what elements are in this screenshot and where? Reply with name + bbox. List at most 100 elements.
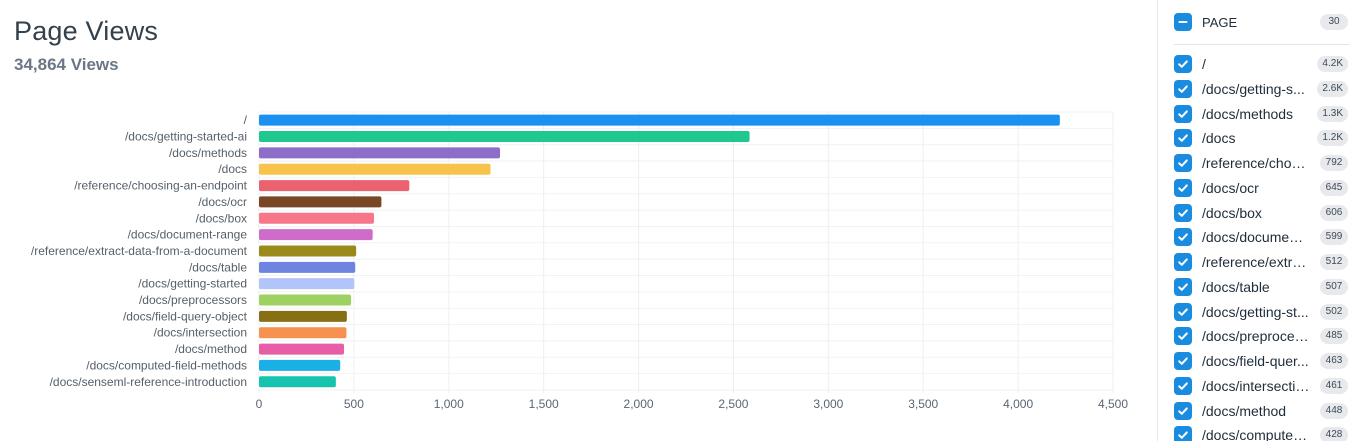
checkmark-icon <box>1178 431 1188 440</box>
page-checkbox[interactable] <box>1174 55 1192 73</box>
count-badge: 428 <box>1320 427 1348 441</box>
bar-chart: 0 500 1,000 1,500 2,000 2,500 3,000 3,500 4,000 4… <box>31 111 1128 411</box>
y-tick-label: /docs/method <box>175 342 247 356</box>
page-filter-item[interactable]: /docs/methods 1.3K <box>1174 102 1348 126</box>
y-tick-label: / <box>244 113 248 127</box>
page-path-label: /docs/table <box>1202 278 1270 295</box>
bar <box>259 376 336 388</box>
y-tick-label: /docs <box>218 162 247 176</box>
group-label: PAGE <box>1202 15 1238 30</box>
page-title: Page Views <box>14 16 159 46</box>
y-tick-label: /docs/methods <box>169 146 247 160</box>
x-tick-label: 4,500 <box>1098 397 1128 411</box>
page-filter-item[interactable]: /docs 1.2K <box>1174 126 1348 150</box>
bar <box>259 196 382 208</box>
y-tick-label: /docs/box <box>196 211 247 225</box>
page-filter-item[interactable]: /docs/computed... 428 <box>1174 423 1348 441</box>
checkmark-icon <box>1178 60 1188 68</box>
checkmark-icon <box>1178 159 1188 167</box>
page-checkbox[interactable] <box>1174 154 1192 172</box>
bar <box>259 261 356 273</box>
x-tick-label: 1,000 <box>434 397 464 411</box>
page-path-label: /docs/getting-s... <box>1202 80 1305 97</box>
x-tick-label: 2,500 <box>718 397 748 411</box>
y-tick-label: /docs/ocr <box>198 195 247 209</box>
page-filter-item[interactable]: /docs/table 507 <box>1174 275 1348 299</box>
page-checkbox[interactable] <box>1174 401 1192 420</box>
count-badge: 485 <box>1320 328 1348 345</box>
x-tick-label: 2,000 <box>624 397 654 411</box>
bar <box>259 114 1060 126</box>
page-checkbox[interactable] <box>1174 104 1192 123</box>
bar <box>259 245 357 257</box>
page-filter-item[interactable]: /docs/intersection 461 <box>1174 374 1348 398</box>
select-all-checkbox[interactable] <box>1174 13 1192 31</box>
page-checkbox[interactable] <box>1174 178 1192 197</box>
checkmark-icon <box>1178 357 1188 365</box>
page-filter-item[interactable]: /docs/getting-st... 502 <box>1174 300 1348 324</box>
page-filter-item[interactable]: /docs/box 606 <box>1174 201 1348 225</box>
bar <box>259 343 345 355</box>
x-tick-label: 3,500 <box>908 397 938 411</box>
y-tick-label: /docs/table <box>189 260 247 274</box>
count-badge: 4.2K <box>1317 56 1348 72</box>
page-checkbox[interactable] <box>1174 277 1192 296</box>
count-badge: 30 <box>1320 14 1348 30</box>
bar <box>259 327 347 339</box>
y-tick-label: /docs/senseml-reference-introduction <box>50 375 247 389</box>
checkmark-icon <box>1178 406 1188 415</box>
y-tick-label: /docs/getting-started-ai <box>125 130 247 144</box>
count-badge: 448 <box>1320 402 1348 419</box>
count-badge: 599 <box>1320 229 1348 246</box>
page-checkbox[interactable] <box>1174 376 1192 395</box>
bar <box>259 294 352 306</box>
page-filter-item[interactable]: /docs/field-quer... 463 <box>1174 349 1348 373</box>
page-filter-item[interactable]: /docs/getting-s... 2.6K <box>1174 77 1348 101</box>
page-filter-item[interactable]: /docs/preproces... 485 <box>1174 324 1348 348</box>
page-checkbox[interactable] <box>1174 426 1192 441</box>
page-checkbox[interactable] <box>1174 253 1192 271</box>
page-filter-item[interactable]: /reference/choo... 792 <box>1174 151 1348 175</box>
checkmark-icon <box>1178 134 1188 143</box>
page-path-label: /docs/methods <box>1202 105 1294 122</box>
page-checkbox[interactable] <box>1174 228 1192 247</box>
bar <box>259 131 750 143</box>
page-checkbox[interactable] <box>1174 203 1192 222</box>
page-filter-item[interactable]: / 4.2K <box>1174 52 1348 76</box>
count-badge: 463 <box>1320 353 1348 369</box>
page-path-label: /docs/box <box>1202 204 1262 221</box>
y-tick-label: /docs/document-range <box>128 228 248 242</box>
page-filter-item[interactable]: /docs/ocr 645 <box>1174 176 1348 200</box>
page-checkbox[interactable] <box>1174 79 1192 98</box>
x-tick-label: 0 <box>256 397 263 411</box>
x-tick-label: 3,000 <box>813 397 843 411</box>
page-filter-item[interactable]: /docs/method 448 <box>1174 399 1348 423</box>
select-all-row[interactable]: PAGE 30 <box>1174 10 1348 34</box>
count-badge: 2.6K <box>1317 80 1348 97</box>
y-tick-label: /docs/intersection <box>154 326 247 340</box>
page-path-label: /docs/getting-st... <box>1202 303 1309 320</box>
y-tick-label: /reference/choosing-an-endpoint <box>74 179 247 193</box>
checkmark-icon <box>1178 283 1188 291</box>
x-tick-label: 1,500 <box>529 397 559 411</box>
page-path-label: /docs/computed... <box>1202 427 1310 441</box>
count-badge: 1.2K <box>1317 130 1348 147</box>
page-checkbox[interactable] <box>1174 327 1192 346</box>
checkmark-icon <box>1178 208 1188 217</box>
count-badge: 512 <box>1320 254 1348 270</box>
bar <box>259 212 375 224</box>
count-badge: 461 <box>1320 377 1348 394</box>
page-filter-item[interactable]: /reference/extra... 512 <box>1174 250 1348 274</box>
page-path-label: /docs/method <box>1202 402 1287 419</box>
count-badge: 507 <box>1320 278 1348 295</box>
checkmark-icon <box>1178 85 1188 93</box>
page-filter-panel: PAGE 30 / 4.2K/docs/getting-s... 2.6K/docs… <box>1157 0 1359 441</box>
page-checkbox[interactable] <box>1174 129 1192 148</box>
checkmark-icon <box>1178 332 1188 341</box>
y-tick-label: /docs/field-query-object <box>123 309 248 323</box>
y-tick-label: /docs/preprocessors <box>139 293 247 307</box>
checkmark-icon <box>1178 233 1188 242</box>
page-checkbox[interactable] <box>1174 352 1192 370</box>
page-filter-item[interactable]: /docs/document... 599 <box>1174 225 1348 249</box>
page-checkbox[interactable] <box>1174 302 1192 321</box>
